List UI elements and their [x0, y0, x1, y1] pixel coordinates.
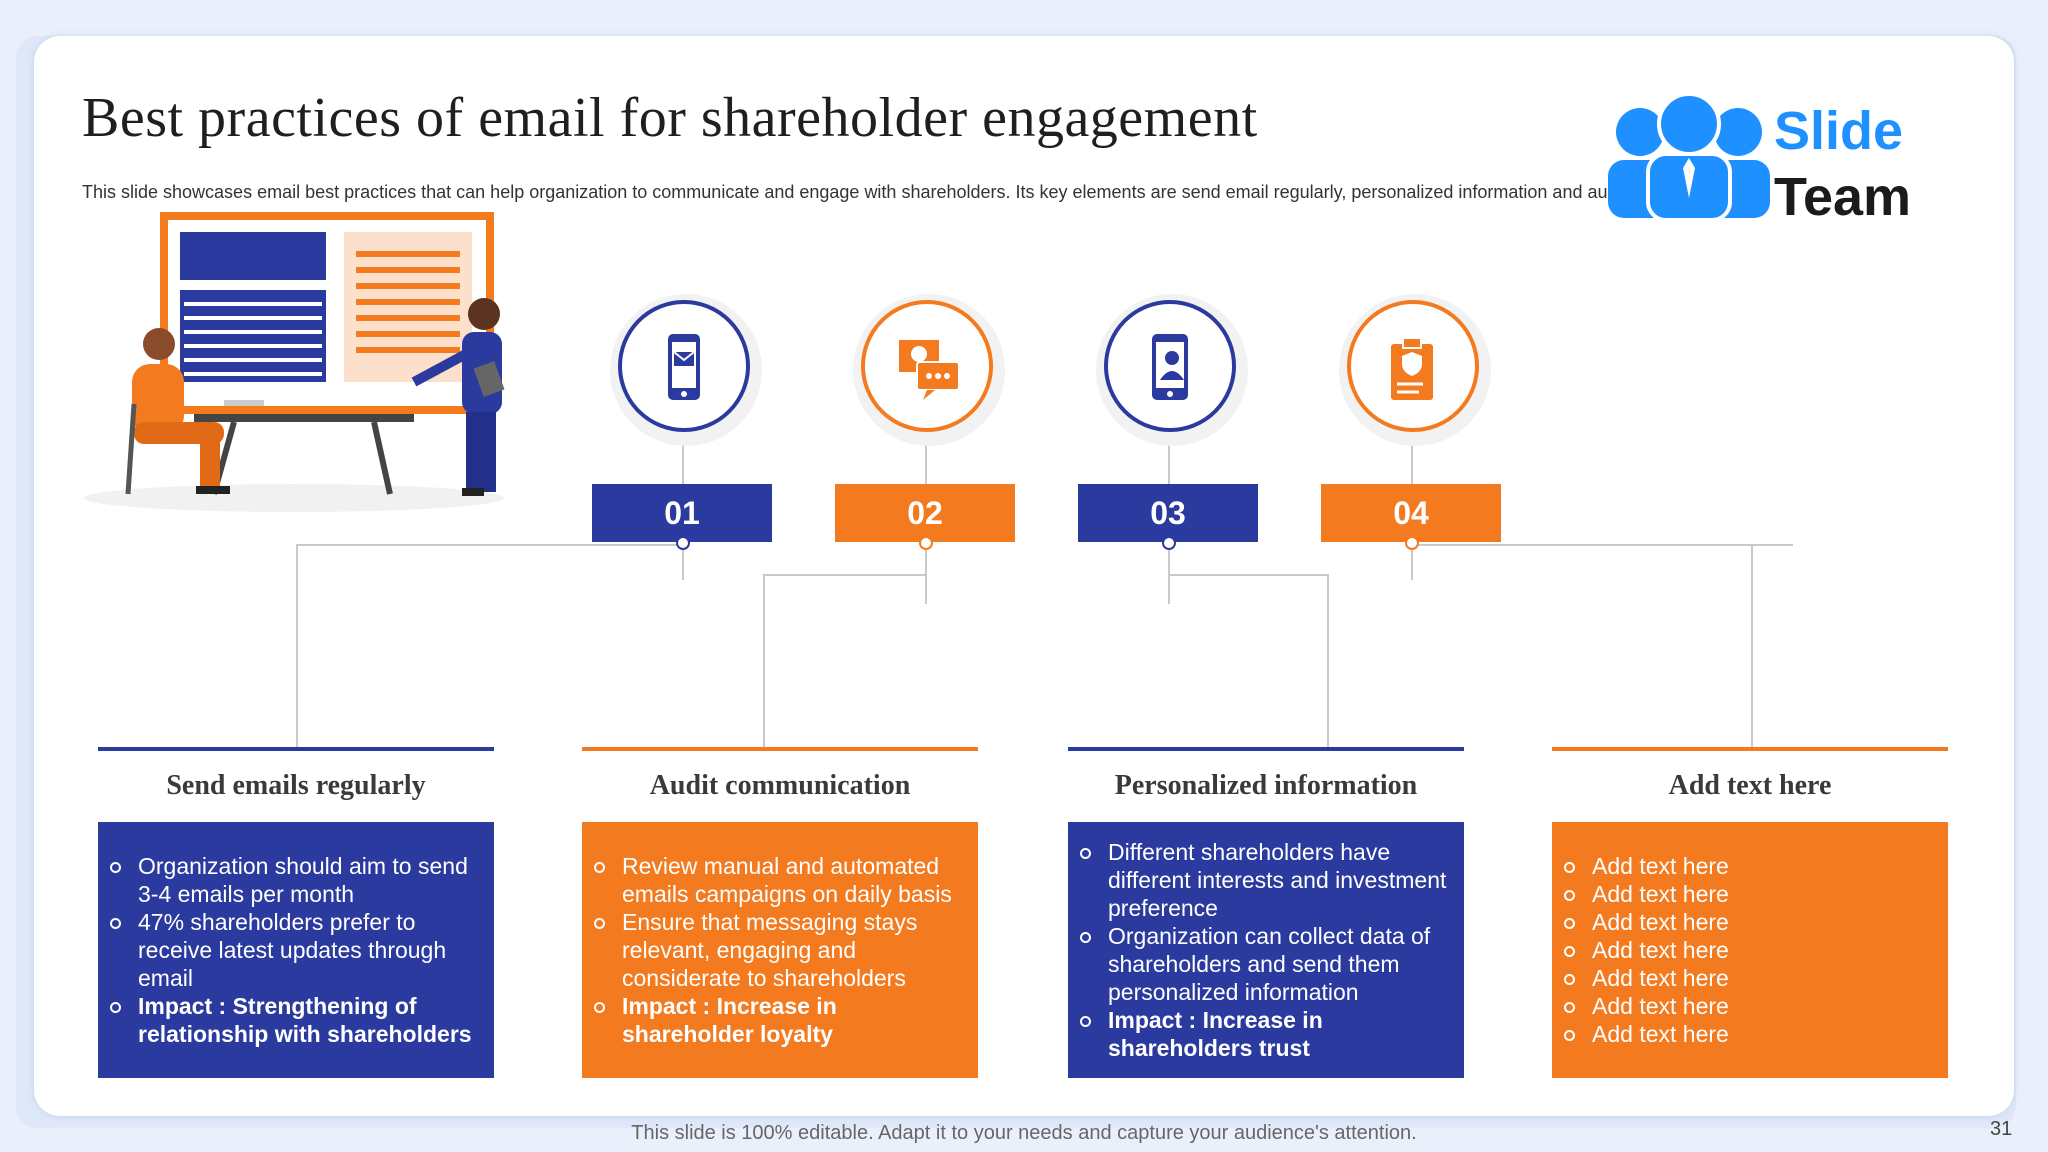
connector [296, 544, 684, 546]
phone-profile-icon [1152, 334, 1188, 400]
slide: Best practices of email for shareholder … [34, 36, 2014, 1116]
step-number-02: 02 [835, 484, 1015, 542]
slide-subtitle: This slide showcases email best practice… [82, 182, 1753, 202]
connector [763, 574, 927, 576]
connector-dot [676, 536, 690, 550]
card-divider [1068, 747, 1464, 751]
step-icon-circle [610, 294, 762, 446]
card-item-impact: Impact : Increase in shareholders trust [1080, 1006, 1452, 1062]
step-number-04: 04 [1321, 484, 1501, 542]
footer-note: This slide is 100% editable. Adapt it to… [631, 1122, 1417, 1144]
card-divider [582, 747, 978, 751]
team-icon [1608, 92, 1770, 222]
slide-title: Best practices of email for shareholder … [82, 87, 1258, 149]
card-item: Ensure that messaging stays relevant, en… [594, 908, 966, 992]
slideteam-logo: Slide Team [1604, 92, 1914, 227]
card-item: Review manual and automated emails campa… [594, 852, 966, 908]
connector [1327, 574, 1329, 747]
connector [296, 544, 298, 747]
connector [763, 574, 765, 747]
card-send-emails: Organization should aim to send 3-4 emai… [98, 822, 494, 1078]
connector [1411, 544, 1793, 546]
connector-dot [1405, 536, 1419, 550]
card-divider [1552, 747, 1948, 751]
chat-report-icon [899, 340, 960, 400]
card-item: Different shareholders have different in… [1080, 838, 1452, 922]
card-audit-communication: Review manual and automated emails campa… [582, 822, 978, 1078]
step-icon-circle [1339, 294, 1491, 446]
connector [1751, 544, 1753, 747]
connector-dot [1162, 536, 1176, 550]
connector [1411, 542, 1413, 580]
logo-text-team: Team [1774, 167, 1912, 227]
card-item-impact: Impact : Increase in shareholder loyalty [594, 992, 966, 1048]
card-item: Add text here [1564, 1020, 1936, 1048]
clipboard-shield-icon [1391, 337, 1433, 400]
step-icon-circle [853, 294, 1005, 446]
card-title: Send emails regularly [166, 770, 426, 801]
card-title: Audit communication [649, 770, 911, 801]
connector [925, 542, 927, 604]
connector [682, 542, 684, 580]
card-item: Add text here [1564, 936, 1936, 964]
phone-mail-icon [668, 334, 700, 400]
card-title: Personalized information [1114, 770, 1418, 801]
logo-text-slide: Slide [1774, 101, 1904, 161]
page-number: 31 [1990, 1118, 2013, 1140]
card-personalized-information: Different shareholders have different in… [1068, 822, 1464, 1078]
card-item: Organization can collect data of shareho… [1080, 922, 1452, 1006]
card-item: Add text here [1564, 852, 1936, 880]
presentation-illustration [84, 212, 505, 512]
step-number-03: 03 [1078, 484, 1258, 542]
connector-dot [919, 536, 933, 550]
step-icon-circle [1096, 294, 1248, 446]
card-item: Add text here [1564, 880, 1936, 908]
card-title: Add text here [1668, 770, 1832, 801]
card-item: Add text here [1564, 964, 1936, 992]
card-item: Add text here [1564, 908, 1936, 936]
card-add-text: Add text here Add text here Add text her… [1552, 822, 1948, 1078]
connector [1168, 542, 1170, 604]
card-item-impact: Impact : Strengthening of relationship w… [110, 992, 482, 1048]
step-number-01: 01 [592, 484, 772, 542]
card-item: Add text here [1564, 992, 1936, 1020]
card-item: Organization should aim to send 3-4 emai… [110, 852, 482, 908]
connector [1168, 574, 1328, 576]
card-item: 47% shareholders prefer to receive lates… [110, 908, 482, 992]
card-divider [98, 747, 494, 751]
